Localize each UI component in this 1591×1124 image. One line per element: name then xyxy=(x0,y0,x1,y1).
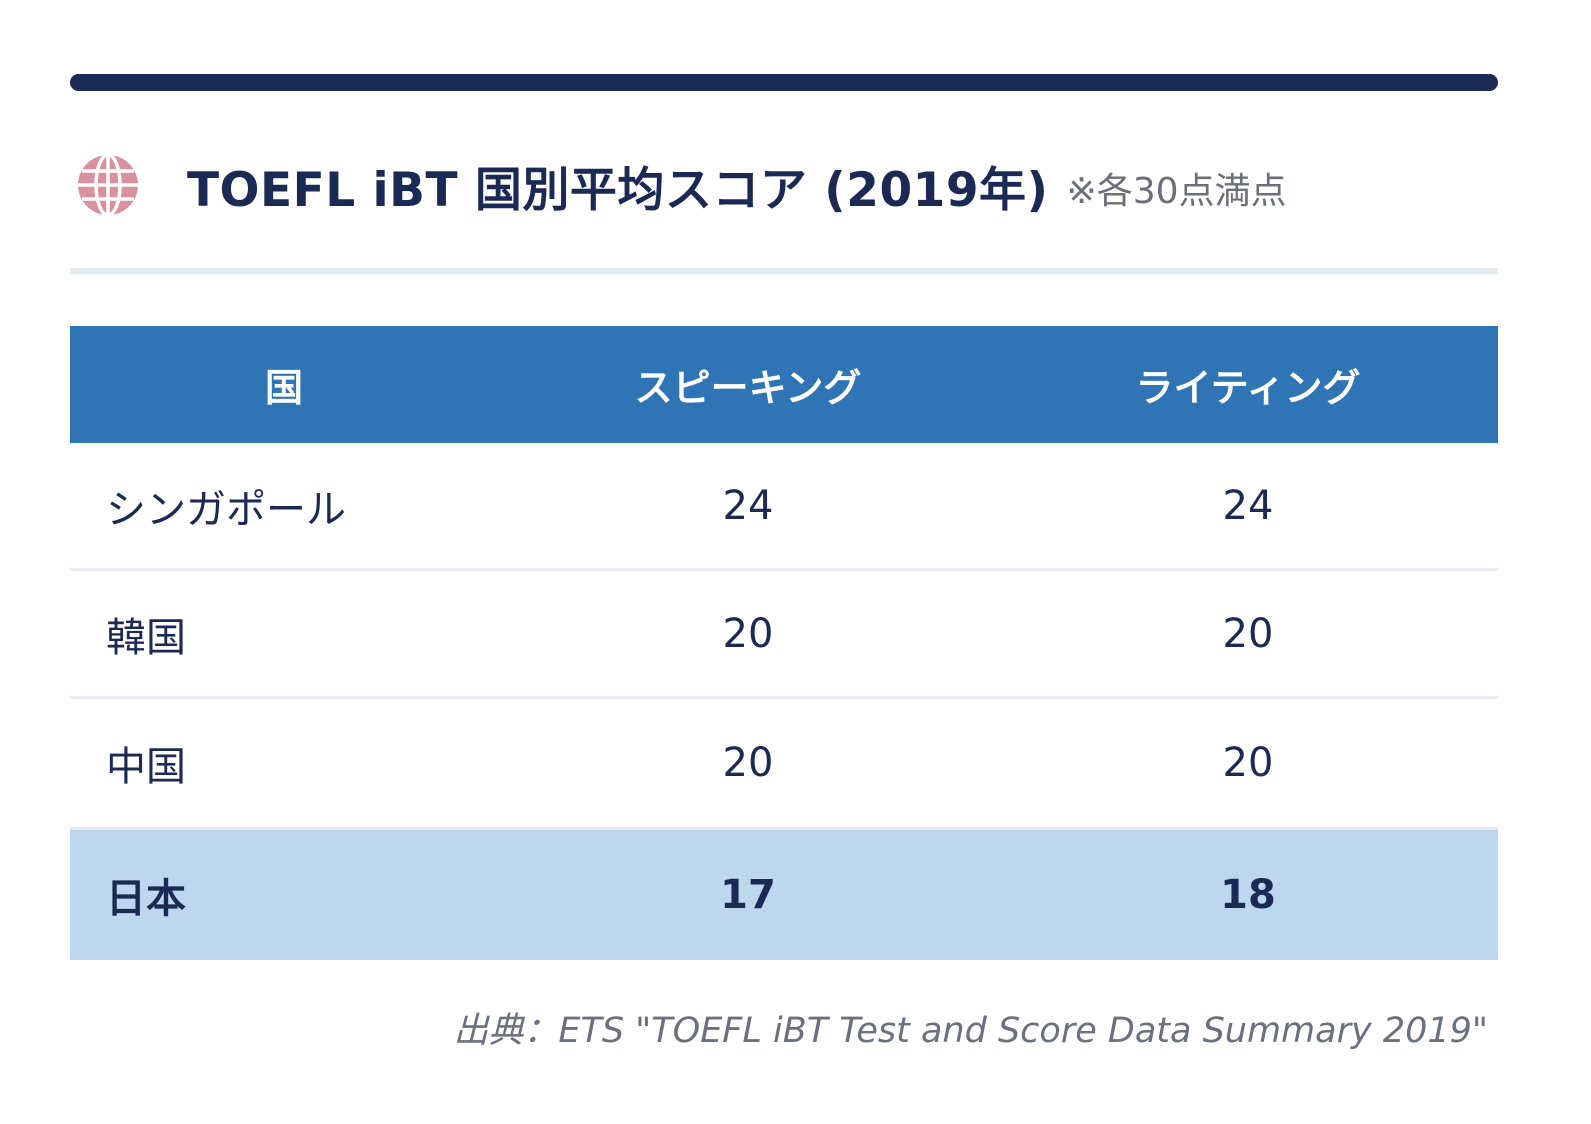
column-header-speaking: スピーキング xyxy=(634,366,862,410)
speaking-score-cell: 20 xyxy=(722,610,774,657)
country-cell: 中国 xyxy=(106,744,186,790)
header-divider xyxy=(70,268,1498,274)
source-citation: 出典：ETS "TOEFL iBT Test and Score Data Su… xyxy=(453,1011,1488,1051)
top-accent-bar xyxy=(70,74,1498,91)
country-cell: 韓国 xyxy=(106,614,186,661)
table-header-row: 国 スピーキング ライティング xyxy=(70,326,1498,443)
column-header-writing: ライティング xyxy=(1135,366,1361,410)
table-row: シンガポール 24 24 xyxy=(70,443,1498,571)
writing-score-cell: 20 xyxy=(1222,610,1274,657)
page-header: TOEFL iBT 国別平均スコア (2019年) ※各30点満点 xyxy=(70,140,1498,230)
table-row-highlighted: 日本 17 18 xyxy=(70,830,1498,960)
writing-score-cell: 24 xyxy=(1222,482,1274,529)
page-title: TOEFL iBT 国別平均スコア (2019年) xyxy=(187,162,1049,218)
country-cell: 日本 xyxy=(106,876,186,922)
table-row: 中国 20 20 xyxy=(70,699,1498,830)
speaking-score-cell: 17 xyxy=(720,872,776,918)
country-cell: シンガポール xyxy=(106,486,346,533)
writing-score-cell: 20 xyxy=(1222,740,1274,786)
writing-score-cell: 18 xyxy=(1220,872,1276,918)
speaking-score-cell: 20 xyxy=(722,740,774,786)
globe-icon xyxy=(78,154,138,216)
score-table: 国 スピーキング ライティング シンガポール 24 24 韓国 20 20 中国… xyxy=(70,326,1498,960)
speaking-score-cell: 24 xyxy=(722,482,774,529)
table-row: 韓国 20 20 xyxy=(70,571,1498,699)
score-note: ※各30点満点 xyxy=(1066,171,1287,212)
column-header-country: 国 xyxy=(264,366,303,410)
